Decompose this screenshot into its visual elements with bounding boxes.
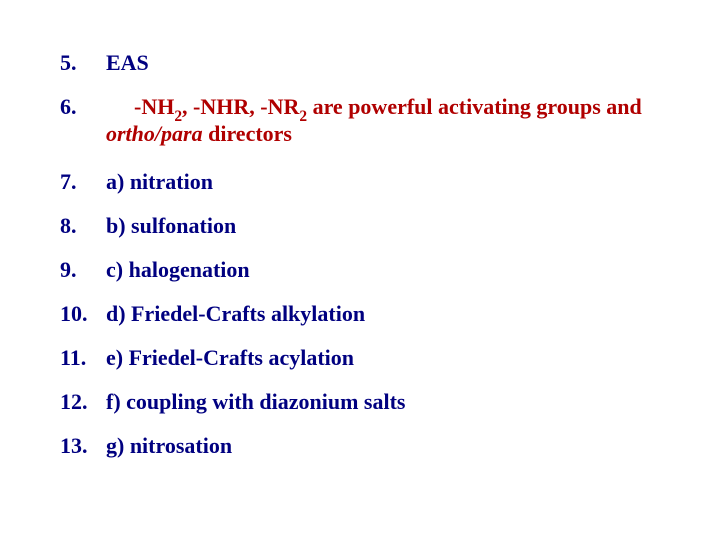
item-text: f) coupling with diazonium salts [106, 391, 660, 413]
item-number: 8. [60, 215, 106, 237]
item-number: 7. [60, 171, 106, 193]
list-item: 5. EAS [60, 52, 660, 74]
item-text: e) Friedel-Crafts acylation [106, 347, 660, 369]
text-segment: directors [203, 121, 292, 146]
list-item: 13. g) nitrosation [60, 435, 660, 457]
item-number: 6. [60, 96, 106, 118]
slide: 5. EAS 6. -NH2, -NHR, -NR2 are powerful … [0, 0, 720, 497]
subscript: 2 [174, 108, 182, 125]
italic-segment: ortho/para [106, 121, 203, 146]
item-number: 13. [60, 435, 106, 457]
text-segment: are powerful activating groups and [307, 94, 642, 119]
item-number: 10. [60, 303, 106, 325]
list-item: 9. c) halogenation [60, 259, 660, 281]
item-text: g) nitrosation [106, 435, 660, 457]
list-item: 8. b) sulfonation [60, 215, 660, 237]
item-number: 9. [60, 259, 106, 281]
list-item: 11. e) Friedel-Crafts acylation [60, 347, 660, 369]
item-text: c) halogenation [106, 259, 660, 281]
item-number: 5. [60, 52, 106, 74]
list-item: 6. -NH2, -NHR, -NR2 are powerful activat… [60, 96, 660, 145]
formula-segment: , -NHR, -NR [182, 94, 299, 119]
formula-segment: -NH [134, 94, 174, 119]
item-number: 12. [60, 391, 106, 413]
item-number: 11. [60, 347, 106, 369]
list-item: 10. d) Friedel-Crafts alkylation [60, 303, 660, 325]
list-item: 7. a) nitration [60, 171, 660, 193]
item-text: -NH2, -NHR, -NR2 are powerful activating… [106, 96, 660, 145]
item-text: b) sulfonation [106, 215, 660, 237]
subscript: 2 [299, 108, 307, 125]
item-text: EAS [106, 52, 660, 74]
list-item: 12. f) coupling with diazonium salts [60, 391, 660, 413]
item-text: d) Friedel-Crafts alkylation [106, 303, 660, 325]
item-text: a) nitration [106, 171, 660, 193]
